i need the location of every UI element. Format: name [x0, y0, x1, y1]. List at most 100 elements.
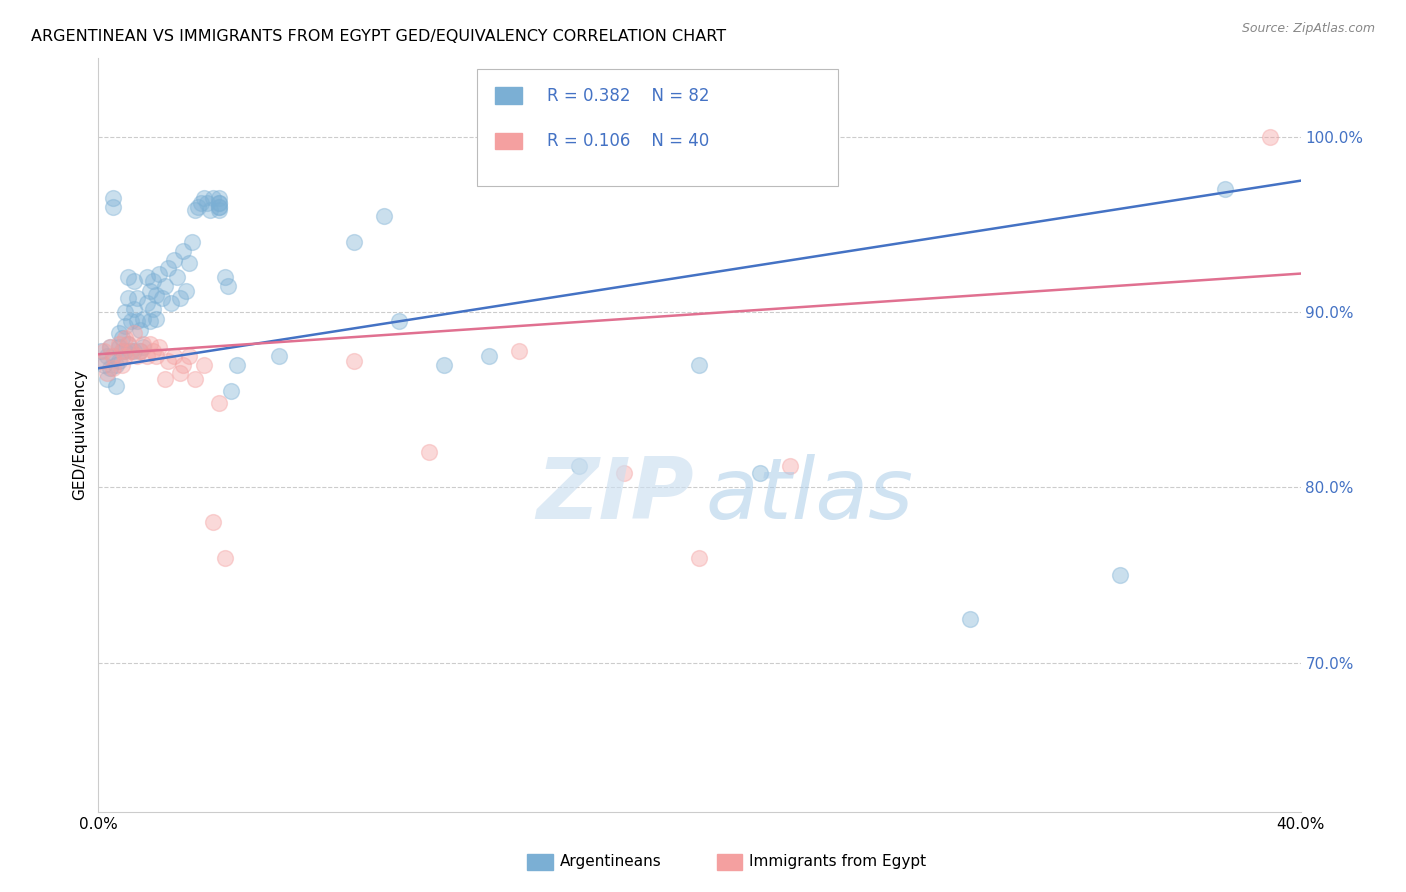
Text: R = 0.382    N = 82: R = 0.382 N = 82	[547, 87, 709, 104]
Point	[103, 191, 125, 205]
Point	[688, 358, 710, 372]
Point	[1215, 182, 1237, 196]
Point	[343, 235, 366, 249]
Point	[127, 291, 149, 305]
Point	[132, 340, 155, 354]
Point	[187, 200, 209, 214]
Point	[121, 343, 143, 358]
Point	[267, 349, 290, 363]
Point	[90, 343, 112, 358]
Point	[103, 349, 125, 363]
Point	[568, 459, 591, 474]
Point	[208, 203, 231, 218]
Point	[418, 445, 440, 459]
Point	[208, 196, 231, 211]
Point	[138, 336, 160, 351]
Point	[103, 349, 125, 363]
Point	[177, 256, 200, 270]
Point	[388, 314, 411, 328]
Bar	[495, 87, 522, 104]
Point	[138, 314, 160, 328]
Point	[96, 367, 118, 381]
Point	[225, 358, 247, 372]
Point	[193, 191, 215, 205]
Point	[132, 312, 155, 326]
Text: ARGENTINEAN VS IMMIGRANTS FROM EGYPT GED/EQUIVALENCY CORRELATION CHART: ARGENTINEAN VS IMMIGRANTS FROM EGYPT GED…	[31, 29, 725, 44]
Point	[111, 331, 134, 345]
Point	[153, 278, 176, 293]
Point	[343, 354, 366, 368]
Point	[183, 203, 205, 218]
Point	[433, 358, 456, 372]
Point	[93, 358, 115, 372]
Point	[183, 372, 205, 386]
Point	[129, 343, 152, 358]
Point	[93, 343, 115, 358]
Point	[108, 340, 131, 354]
Point	[959, 612, 981, 626]
Point	[100, 340, 122, 354]
Point	[145, 287, 167, 301]
Bar	[495, 133, 522, 149]
Point	[613, 467, 636, 481]
Text: ZIP: ZIP	[536, 454, 693, 537]
Point	[103, 361, 125, 376]
Point	[135, 349, 157, 363]
Point	[117, 336, 139, 351]
Point	[177, 349, 200, 363]
Point	[153, 372, 176, 386]
Point	[111, 343, 134, 358]
Point	[166, 270, 188, 285]
Point	[1260, 129, 1282, 144]
Point	[214, 550, 236, 565]
Point	[208, 196, 231, 211]
Point	[132, 336, 155, 351]
Point	[111, 343, 134, 358]
Point	[124, 274, 146, 288]
Point	[105, 378, 128, 392]
Point	[478, 349, 501, 363]
Point	[156, 261, 179, 276]
Point	[148, 267, 170, 281]
Point	[169, 367, 191, 381]
Point	[90, 354, 112, 368]
Point	[108, 336, 131, 351]
Point	[96, 372, 118, 386]
Point	[105, 358, 128, 372]
Point	[117, 270, 139, 285]
Point	[135, 270, 157, 285]
Point	[114, 343, 136, 358]
Point	[180, 235, 202, 249]
Point	[111, 358, 134, 372]
Point	[198, 203, 221, 218]
Point	[219, 384, 242, 398]
Point	[193, 358, 215, 372]
Point	[100, 361, 122, 376]
Point	[145, 349, 167, 363]
Point	[748, 467, 770, 481]
Point	[201, 516, 224, 530]
Text: Immigrants from Egypt: Immigrants from Egypt	[749, 855, 927, 869]
Point	[141, 274, 163, 288]
Point	[127, 314, 149, 328]
Point	[96, 349, 118, 363]
Y-axis label: GED/Equivalency: GED/Equivalency	[72, 369, 87, 500]
Point	[150, 291, 173, 305]
Point	[217, 278, 239, 293]
Point	[190, 196, 212, 211]
Point	[208, 200, 231, 214]
Point	[195, 196, 218, 211]
Point	[162, 349, 184, 363]
Point	[1109, 568, 1132, 582]
Point	[208, 396, 231, 410]
Point	[508, 343, 530, 358]
Point	[214, 270, 236, 285]
Point	[135, 296, 157, 310]
Point	[108, 354, 131, 368]
Point	[117, 336, 139, 351]
Point	[108, 326, 131, 341]
Point	[159, 296, 181, 310]
Point	[779, 459, 801, 474]
Text: Argentineans: Argentineans	[560, 855, 661, 869]
Point	[138, 284, 160, 298]
